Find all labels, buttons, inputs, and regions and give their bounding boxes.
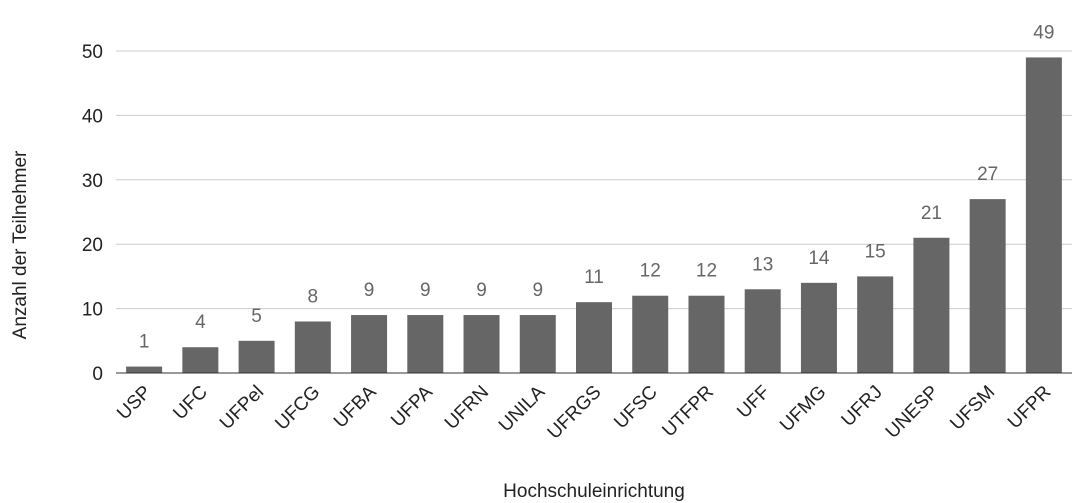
- x-tick-label-ufcg: UFCG: [271, 382, 324, 435]
- y-tick-label-50: 50: [82, 42, 103, 63]
- data-label-ufcg: 8: [308, 286, 319, 307]
- bar-ufmg: [800, 282, 837, 373]
- x-tick-label-ufsm: UFSM: [946, 382, 999, 435]
- x-tick-label-ufba: UFBA: [330, 381, 381, 432]
- bar-ufpel: [238, 340, 275, 373]
- bar-ufcg: [294, 321, 331, 373]
- bars-group: [126, 57, 1062, 373]
- x-tick-label-unesp: UNESP: [882, 382, 943, 443]
- bar-utfpr: [688, 295, 725, 373]
- data-label-ufsm: 27: [977, 164, 998, 185]
- data-label-ufpa: 9: [420, 280, 431, 301]
- x-axis-title: Hochschuleinrichtung: [503, 481, 685, 502]
- data-label-ufmg: 14: [808, 248, 830, 269]
- y-tick-label-30: 30: [82, 171, 103, 192]
- x-tick-label-ufrn: UFRN: [441, 382, 493, 434]
- data-label-utfpr: 12: [696, 261, 717, 282]
- x-tick-label-usp: USP: [113, 382, 155, 424]
- y-tick-label-20: 20: [82, 235, 103, 256]
- bar-unila: [519, 315, 556, 373]
- bar-ufrn: [463, 315, 500, 373]
- bar-ufpr: [1025, 57, 1062, 373]
- y-tick-label-0: 0: [92, 364, 103, 385]
- x-tick-label-ufpel: UFPel: [216, 382, 268, 434]
- bar-ufpa: [407, 315, 444, 373]
- x-tick-label-ufpa: UFPA: [387, 381, 437, 431]
- data-label-usp: 1: [139, 332, 150, 353]
- data-label-uff: 13: [752, 254, 773, 275]
- bar-ufc: [182, 347, 219, 373]
- bar-ufrj: [857, 276, 894, 373]
- x-tick-label-ufmg: UFMG: [776, 382, 830, 436]
- data-label-ufc: 4: [195, 312, 206, 333]
- bar-ufsm: [969, 199, 1006, 373]
- bar-ufrgs: [576, 302, 612, 373]
- gridlines: [116, 50, 1072, 310]
- data-label-ufpel: 5: [251, 306, 262, 327]
- x-tick-label-utfpr: UTFPR: [658, 382, 718, 442]
- x-tick-label-unila: UNILA: [495, 381, 550, 436]
- data-label-ufrn: 9: [476, 280, 487, 301]
- bar-ufsc: [632, 295, 669, 373]
- y-tick-label-40: 40: [82, 106, 103, 127]
- y-tick-label-10: 10: [82, 300, 103, 321]
- data-label-ufba: 9: [364, 280, 375, 301]
- bar-unesp: [913, 237, 950, 373]
- bar-usp: [126, 366, 163, 373]
- data-label-ufrj: 15: [865, 241, 886, 262]
- y-tick-labels: 0 10 20 30 40 50: [82, 42, 103, 385]
- data-label-unesp: 21: [921, 203, 942, 224]
- x-tick-label-ufrj: UFRJ: [838, 382, 887, 431]
- data-label-ufpr: 49: [1033, 22, 1054, 43]
- y-axis-title: Anzahl der Teilnehmer: [10, 150, 31, 339]
- data-label-ufrgs: 11: [584, 267, 604, 288]
- data-label-unila: 9: [532, 280, 543, 301]
- x-tick-label-ufc: UFC: [169, 382, 211, 424]
- x-tick-label-ufpr: UFPR: [1004, 382, 1055, 433]
- x-tick-label-ufrgs: UFRGS: [544, 382, 606, 444]
- x-tick-label-ufsc: UFSC: [610, 382, 661, 433]
- data-label-ufsc: 12: [640, 261, 661, 282]
- bar-ufba: [351, 315, 388, 373]
- x-tick-label-uff: UFF: [733, 382, 774, 423]
- bar-uff: [744, 289, 781, 373]
